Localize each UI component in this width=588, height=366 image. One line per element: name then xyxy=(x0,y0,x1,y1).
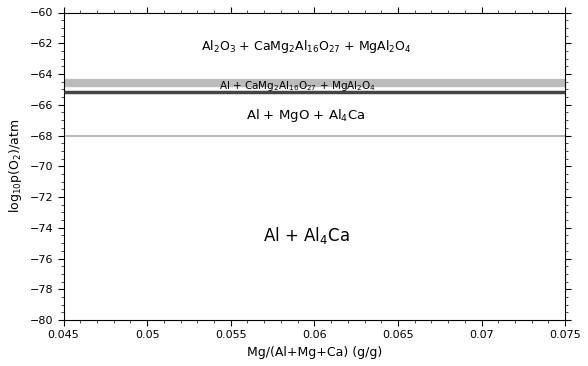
Text: Al + MgO + Al$_4$Ca: Al + MgO + Al$_4$Ca xyxy=(246,107,366,124)
Y-axis label: log$_{10}$p(O$_2$)/atm: log$_{10}$p(O$_2$)/atm xyxy=(7,119,24,213)
Text: Al + CaMg$_2$Al$_{16}$O$_{27}$ + MgAl$_2$O$_4$: Al + CaMg$_2$Al$_{16}$O$_{27}$ + MgAl$_2… xyxy=(219,79,376,93)
X-axis label: Mg/(Al+Mg+Ca) (g/g): Mg/(Al+Mg+Ca) (g/g) xyxy=(247,346,382,359)
Text: Al + Al$_4$Ca: Al + Al$_4$Ca xyxy=(263,225,349,246)
Text: Al$_2$O$_3$ + CaMg$_2$Al$_{16}$O$_{27}$ + MgAl$_2$O$_4$: Al$_2$O$_3$ + CaMg$_2$Al$_{16}$O$_{27}$ … xyxy=(201,38,412,55)
